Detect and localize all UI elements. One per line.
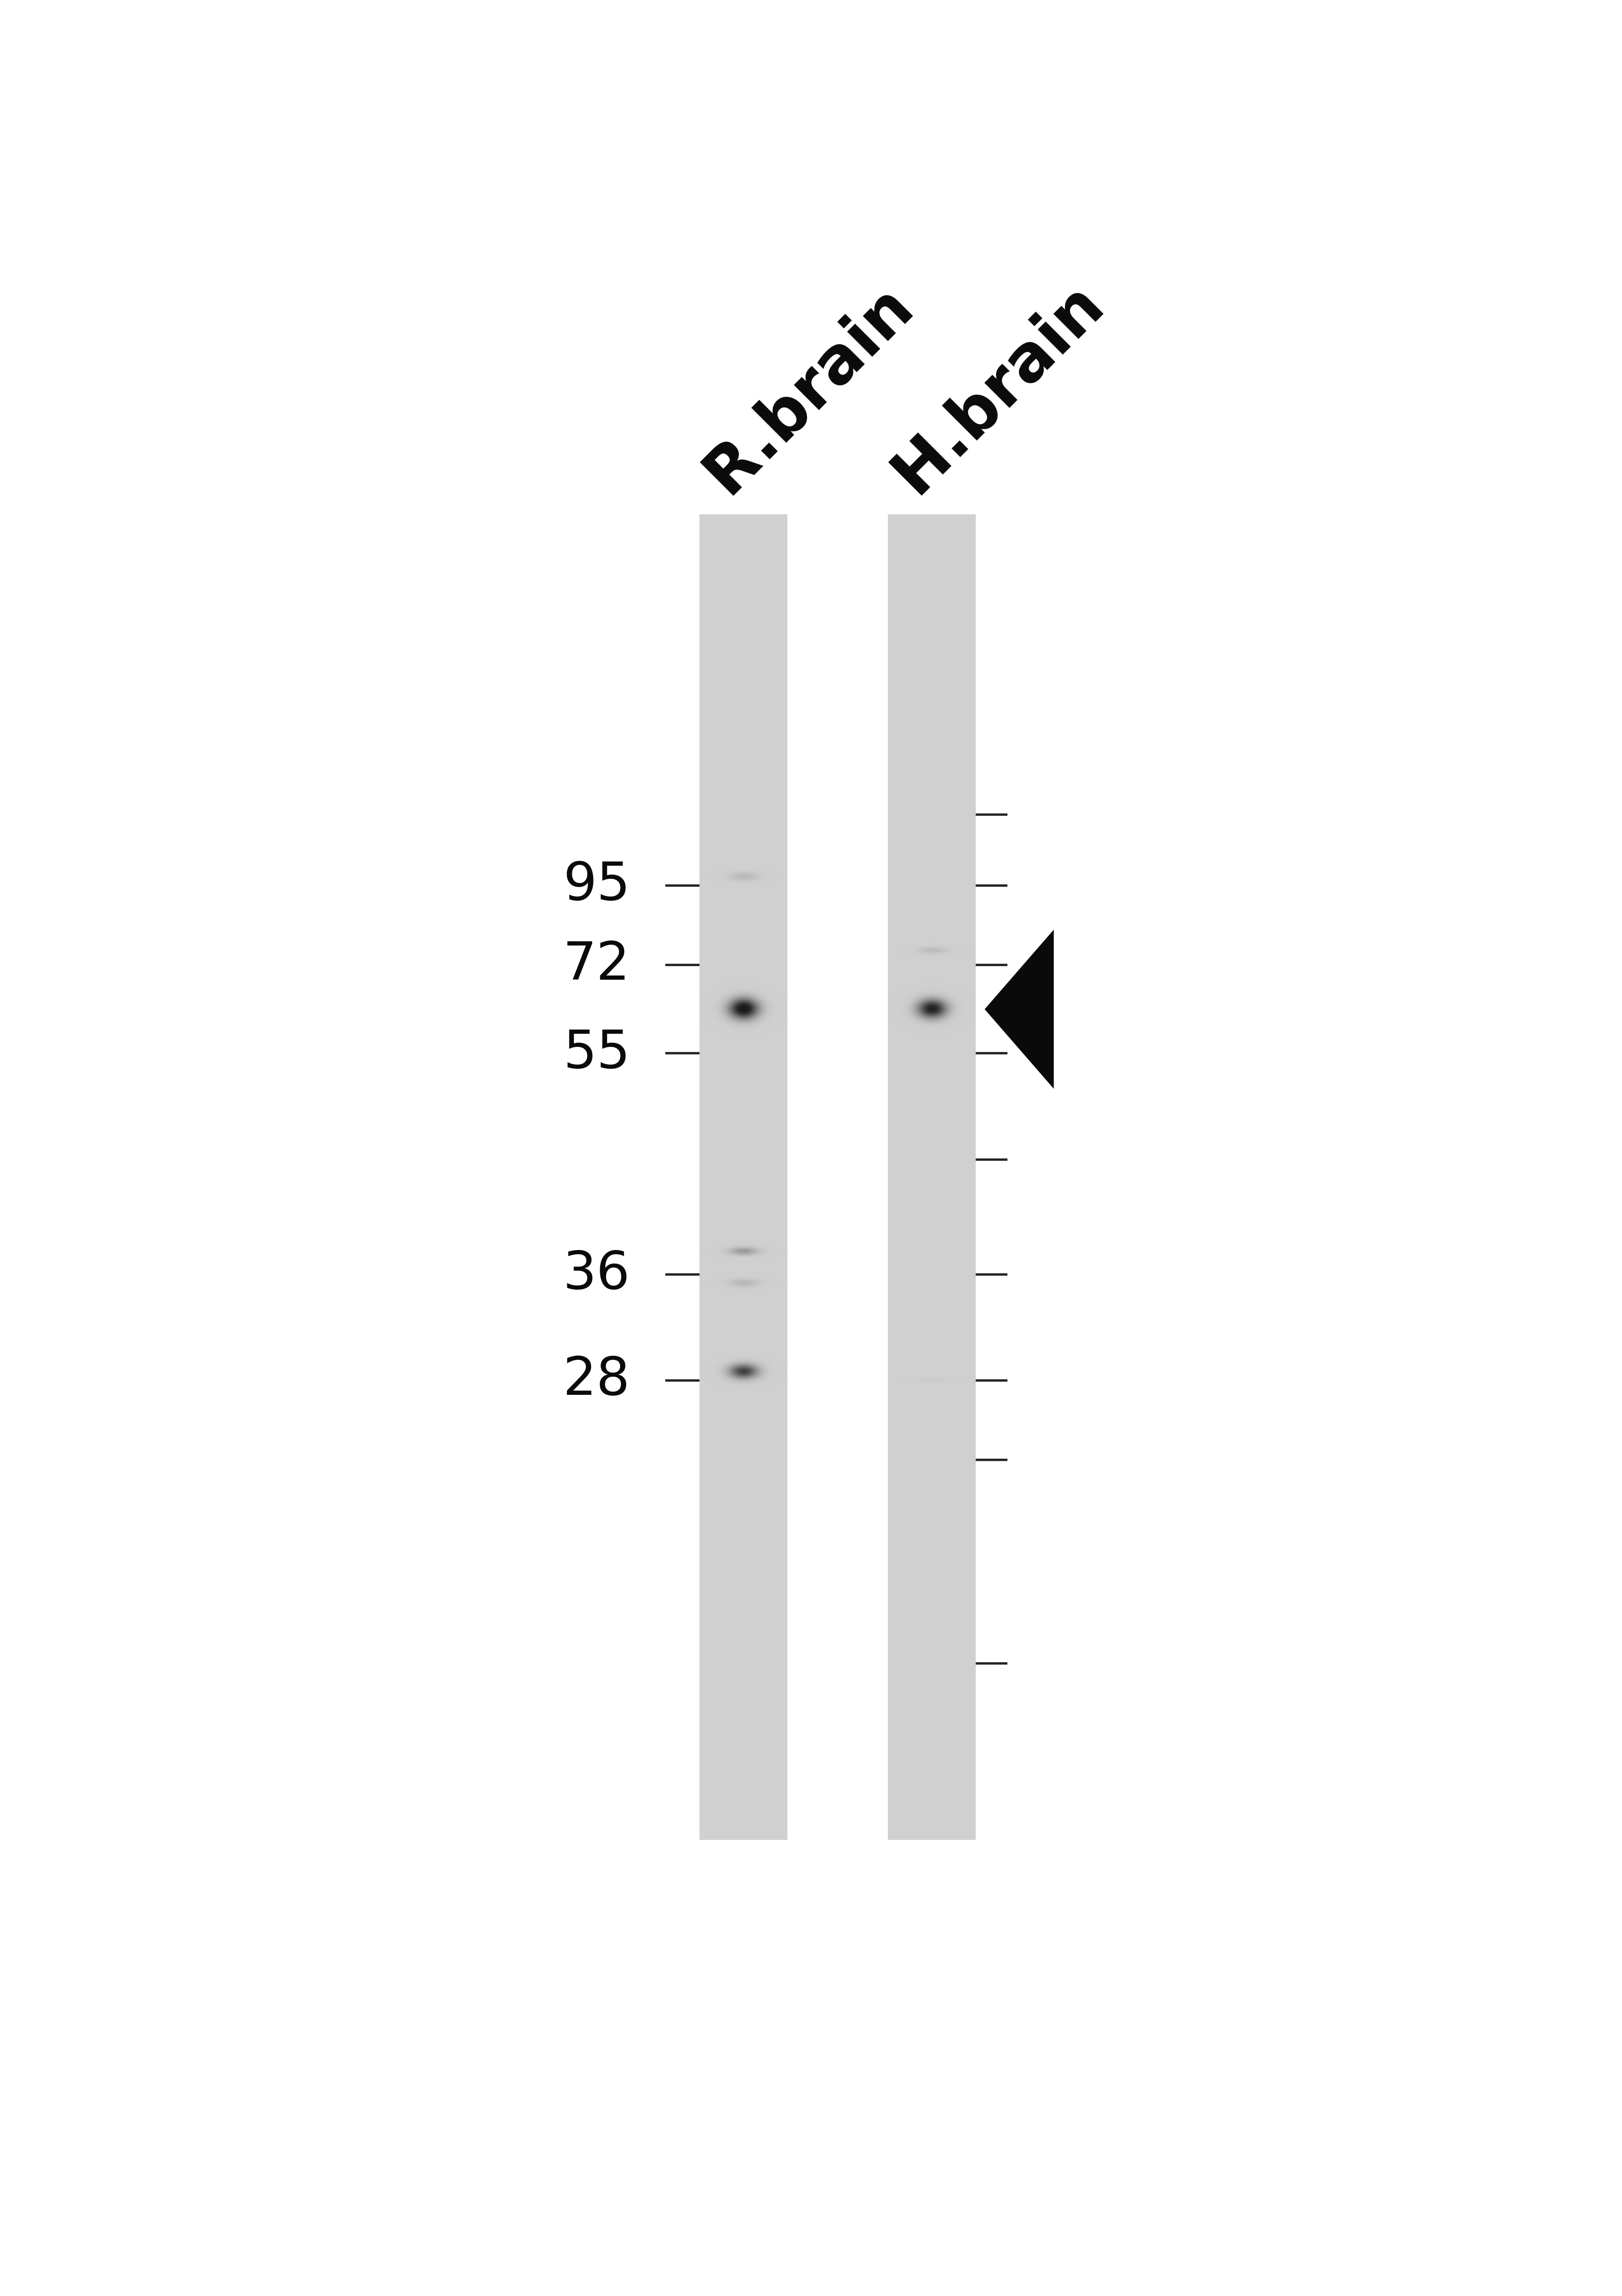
Text: 72: 72 [563,939,629,990]
Text: 36: 36 [563,1249,629,1300]
Bar [699,514,787,1839]
Text: 95: 95 [563,861,629,912]
Text: 28: 28 [563,1355,629,1405]
Bar [887,514,976,1839]
Polygon shape [985,930,1054,1088]
Text: R.brain: R.brain [693,273,925,505]
Text: 55: 55 [563,1029,629,1079]
Text: H.brain: H.brain [881,271,1116,505]
